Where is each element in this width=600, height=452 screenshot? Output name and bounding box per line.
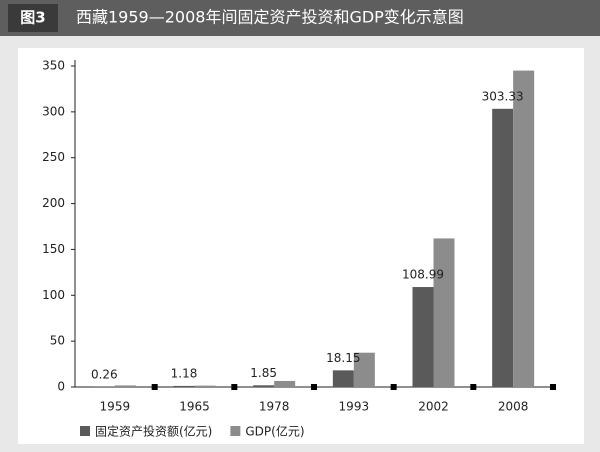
bar <box>253 385 275 387</box>
bar <box>274 380 296 387</box>
category-separator <box>311 384 317 390</box>
bar <box>114 385 136 387</box>
y-tick-label: 150 <box>42 242 65 256</box>
category-separator <box>470 384 477 390</box>
y-tick-label: 250 <box>42 150 65 164</box>
data-label: 1.18 <box>171 366 198 380</box>
x-tick-label: 1965 <box>179 400 210 414</box>
plot-panel <box>18 48 584 444</box>
figure-label: 图3 <box>20 9 45 27</box>
bar <box>353 352 375 387</box>
y-tick-label: 50 <box>50 334 65 348</box>
x-tick-label: 1959 <box>100 400 131 414</box>
bar <box>173 385 195 387</box>
x-tick-label: 2008 <box>498 400 529 414</box>
legend-label: 固定资产投资额(亿元) <box>95 424 212 439</box>
bar <box>492 108 514 388</box>
y-tick-label: 100 <box>42 288 65 302</box>
bar <box>433 238 455 387</box>
legend-label: GDP(亿元) <box>245 424 304 439</box>
bar <box>513 70 535 387</box>
x-tick-label: 1978 <box>259 400 290 414</box>
x-tick-label: 2002 <box>418 400 449 414</box>
data-label: 108.99 <box>402 268 444 282</box>
category-separator <box>390 384 397 390</box>
y-tick-label: 350 <box>42 59 65 73</box>
header-label-box <box>8 4 58 32</box>
header-bar <box>0 0 600 36</box>
legend-swatch <box>80 426 90 436</box>
data-label: 1.85 <box>250 366 277 380</box>
y-tick-label: 200 <box>42 196 65 210</box>
category-separator <box>231 384 238 390</box>
x-tick-label: 1993 <box>339 400 370 414</box>
y-tick-label: 300 <box>42 104 65 118</box>
data-label: 303.33 <box>482 89 524 103</box>
legend-swatch <box>230 426 241 436</box>
category-separator <box>151 384 158 390</box>
chart-title: 西藏1959—2008年间固定资产投资和GDP变化示意图 <box>76 8 464 27</box>
data-label: 0.26 <box>91 367 118 381</box>
data-label: 18.15 <box>326 351 360 365</box>
bar <box>194 385 216 387</box>
bar <box>332 370 354 387</box>
category-separator <box>550 384 556 390</box>
bar <box>412 287 434 387</box>
y-tick-label: 0 <box>57 380 65 394</box>
